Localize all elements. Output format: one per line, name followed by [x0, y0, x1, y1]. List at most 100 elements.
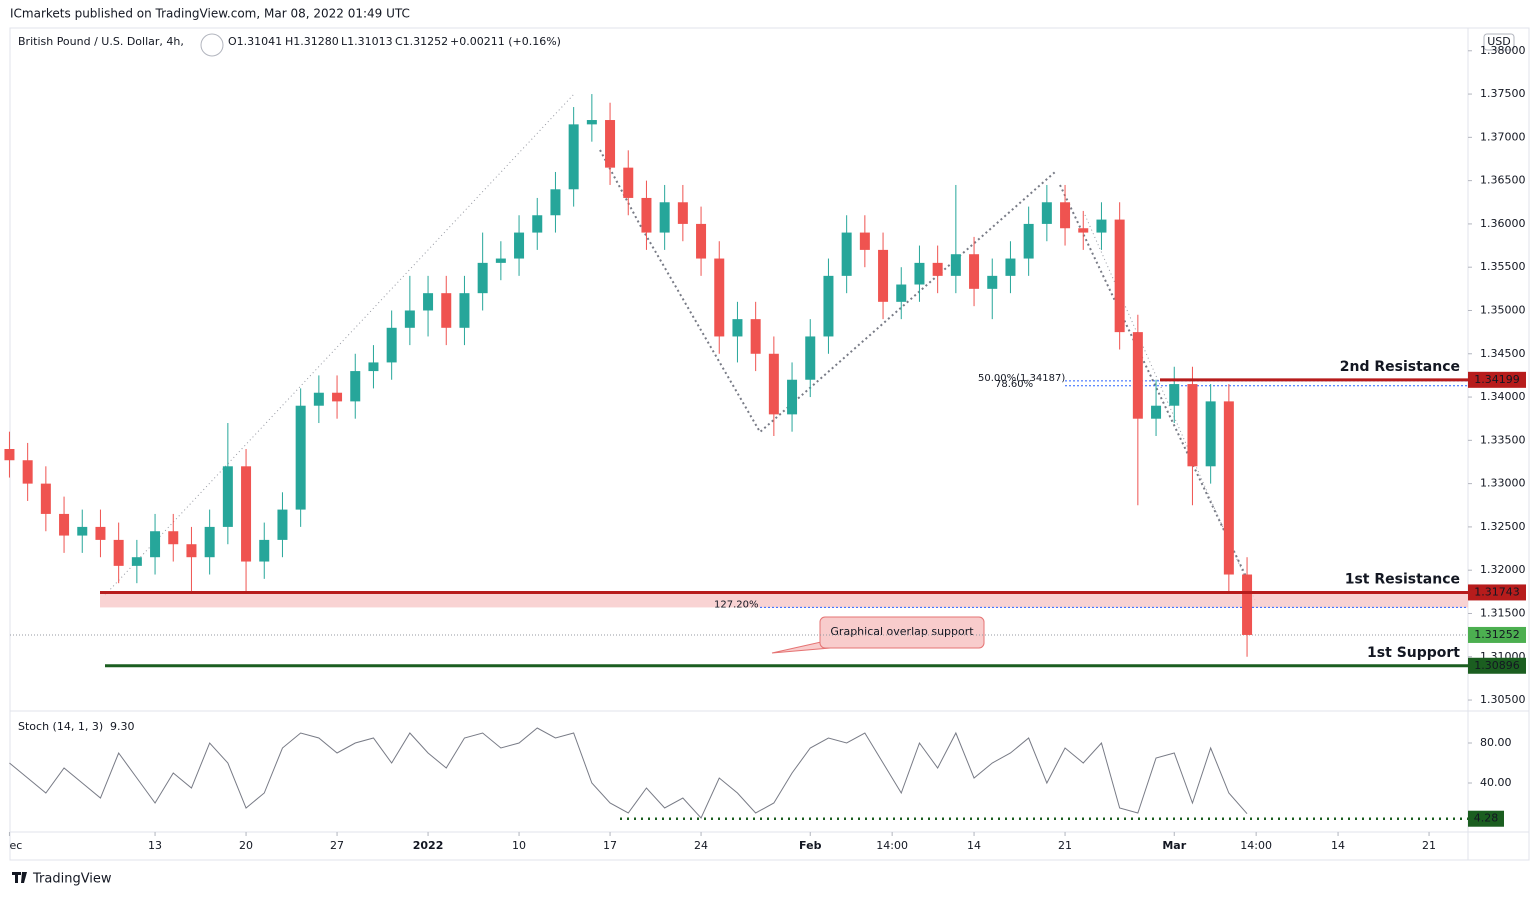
candle-body	[1132, 332, 1143, 419]
candle-body	[750, 319, 761, 354]
candle-body	[932, 262, 943, 276]
level-name: 2nd Resistance	[1340, 359, 1460, 375]
frame	[9, 27, 1530, 861]
y-tick-label: 1.37000	[1480, 130, 1526, 143]
candle-body	[332, 392, 343, 402]
callout-text: Graphical overlap support	[830, 625, 974, 638]
candle-body	[59, 513, 70, 536]
chart-title: British Pound / U.S. Dollar, 4h,	[18, 35, 184, 48]
candle-body	[732, 319, 743, 337]
tv-logo	[12, 872, 27, 883]
x-tick-label: 21	[1422, 839, 1436, 852]
x-tick-label: 17	[603, 839, 617, 852]
logo-circle	[200, 33, 224, 57]
candle-body	[1041, 202, 1052, 224]
stoch-tick-label: 80.00	[1480, 736, 1512, 749]
y-tick-label: 1.34500	[1480, 347, 1526, 360]
candle-body	[586, 120, 597, 125]
y-tick-label: 1.31500	[1480, 606, 1526, 619]
x-tick-label: 24	[694, 839, 708, 852]
y-tick-label: 1.38000	[1480, 44, 1526, 57]
x-tick-label: Mar	[1162, 839, 1186, 852]
candle-body	[204, 526, 215, 558]
resistance-zone	[100, 592, 1468, 608]
y-tick-label: 1.35000	[1480, 303, 1526, 316]
x-tick-label: 13	[148, 839, 162, 852]
y-tick-label: 1.30500	[1480, 693, 1526, 706]
zigzag-3	[1059, 184, 1251, 586]
y-tick-label: 1.33500	[1480, 433, 1526, 446]
candle-body	[22, 460, 33, 484]
level-price: 1.34199	[1474, 373, 1520, 386]
y-tick-label: 1.35500	[1480, 260, 1526, 273]
candle-body	[568, 124, 579, 190]
x-tick-label: 14:00	[876, 839, 908, 852]
candle-body	[295, 405, 306, 510]
x-tick-label: 14	[967, 839, 981, 852]
level-price-box	[1468, 584, 1526, 601]
candle-body	[605, 120, 616, 168]
level-price: 1.31743	[1474, 585, 1520, 598]
candle-body	[113, 539, 124, 566]
fib-label: 78.60%	[995, 379, 1033, 390]
y-tick-label: 1.32000	[1480, 563, 1526, 576]
level-price-box	[1468, 657, 1526, 674]
candle-body	[1169, 384, 1180, 406]
candle-body	[1223, 401, 1234, 575]
candle-body	[259, 539, 270, 562]
x-tick-label: 2022	[413, 839, 444, 852]
candle-body	[768, 353, 779, 415]
ohlc-legend: L1.31013	[341, 35, 393, 48]
candle-body	[677, 202, 688, 224]
candle-body	[1023, 223, 1034, 259]
candle-body	[787, 379, 798, 415]
x-tick-label: 27	[330, 839, 344, 852]
stoch-title: Stoch (14, 1, 3)	[18, 720, 103, 733]
candle-body	[841, 232, 852, 276]
candle-body	[77, 526, 88, 536]
candle-body	[859, 232, 870, 250]
y-tick-label: 1.36000	[1480, 217, 1526, 230]
candle-body	[95, 526, 106, 540]
candle-body	[1060, 202, 1071, 229]
ohlc-legend: +0.00211 (+0.16%)	[450, 35, 561, 48]
level-name: 1st Resistance	[1345, 571, 1460, 587]
candle-body	[950, 254, 961, 276]
ohlc-legend: H1.31280	[285, 35, 339, 48]
callout-box	[819, 616, 985, 649]
stoch-current: 9.30	[110, 720, 135, 733]
last-price-box	[1468, 626, 1526, 643]
candle-body	[313, 392, 324, 406]
candle-body	[1096, 219, 1107, 233]
level-price-box	[1468, 371, 1526, 388]
candle-body	[805, 336, 816, 380]
x-tick-label: Feb	[799, 839, 822, 852]
currency: USD	[1487, 35, 1511, 48]
footer: TradingView	[32, 872, 112, 887]
currency-box	[1483, 33, 1515, 51]
y-tick-label: 1.37500	[1480, 87, 1526, 100]
candle-body	[641, 197, 652, 233]
x-tick-label: 14	[1331, 839, 1345, 852]
level-name: 1st Support	[1367, 645, 1460, 661]
candle-body	[495, 258, 506, 263]
fib-label: 50.00%(1.34187)	[978, 373, 1065, 384]
x-tick-label: 10	[512, 839, 526, 852]
candle-body	[441, 293, 452, 328]
candle-body	[222, 466, 233, 527]
candle-body	[914, 262, 925, 285]
y-tick-label: 1.33000	[1480, 477, 1526, 490]
candle-body	[1187, 384, 1198, 467]
y-tick-label: 1.34000	[1480, 390, 1526, 403]
candle-body	[1114, 219, 1125, 333]
candle-body	[277, 509, 288, 540]
candle-body	[696, 223, 707, 259]
candle-body	[823, 275, 834, 337]
stoch-marker-label: 4.28	[1474, 812, 1499, 825]
candle-body	[459, 293, 470, 328]
candle-body	[659, 202, 670, 233]
candle-body	[350, 371, 361, 402]
candle-body	[514, 232, 525, 259]
candle-body	[987, 275, 998, 289]
